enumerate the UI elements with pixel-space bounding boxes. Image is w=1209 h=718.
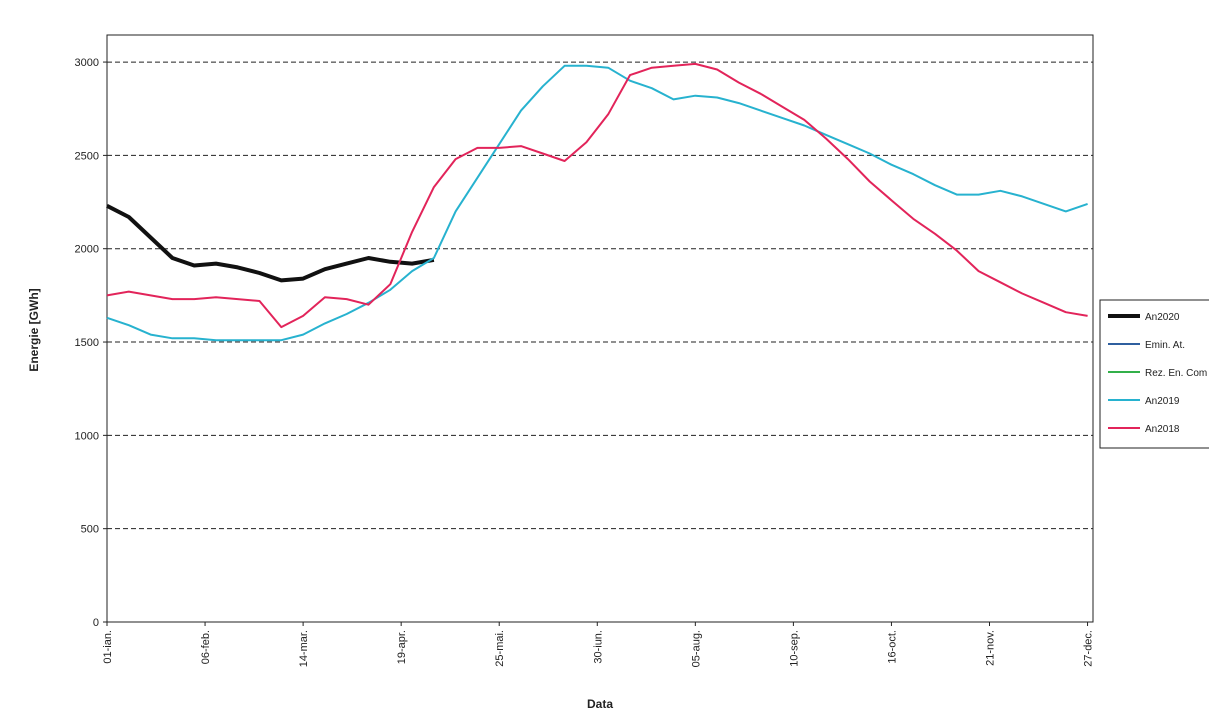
y-tick-label: 0 — [93, 617, 99, 629]
x-axis-label: Data — [587, 697, 613, 711]
legend-label: An2020 — [1145, 312, 1180, 323]
x-tick-label: 05-aug. — [690, 630, 702, 667]
y-tick-label: 3000 — [75, 57, 99, 69]
legend-label: An2019 — [1145, 396, 1180, 407]
x-tick-label: 27-dec. — [1083, 630, 1095, 667]
y-tick-label: 500 — [81, 524, 99, 536]
y-tick-label: 2000 — [75, 244, 99, 256]
x-tick-label: 21-nov. — [984, 630, 996, 666]
legend-label: An2018 — [1145, 424, 1180, 435]
x-tick-label: 01-ian. — [102, 630, 114, 664]
y-tick-label: 1000 — [75, 430, 99, 442]
x-tick-label: 25-mai. — [494, 630, 506, 667]
x-tick-label: 19-apr. — [396, 630, 408, 664]
x-tick-label: 14-mar. — [298, 630, 310, 667]
x-tick-label: 06-feb. — [200, 630, 212, 664]
y-tick-label: 1500 — [75, 337, 99, 349]
x-tick-label: 10-sep. — [788, 630, 800, 667]
series-line — [106, 62, 1088, 329]
y-tick-label: 2500 — [75, 150, 99, 162]
series-line — [106, 204, 435, 283]
y-axis-label: Energie [GWh] — [27, 288, 41, 371]
plot-frame — [106, 34, 1094, 623]
series-line — [106, 64, 1088, 342]
legend-label: Emin. At. — [1145, 340, 1185, 351]
x-tick-label: 16-oct. — [886, 630, 898, 664]
legend-box — [1099, 299, 1209, 449]
x-tick-label: 30-iun. — [592, 630, 604, 664]
legend-label: Rez. En. Com — [1145, 368, 1207, 379]
